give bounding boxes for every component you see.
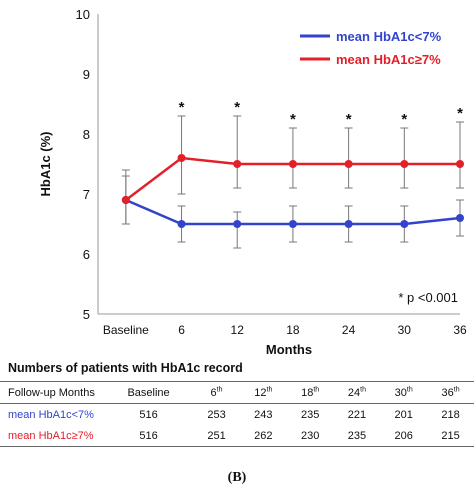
data-point	[344, 220, 353, 228]
significance-mark: *	[401, 111, 407, 128]
y-tick-label: 8	[83, 127, 90, 142]
patient-count-table: Follow-up Months Baseline 6th 12th 18th …	[0, 381, 474, 447]
y-tick-label: 5	[83, 307, 90, 322]
significance-mark: *	[457, 105, 463, 122]
header-col: 24th	[333, 381, 381, 404]
table-cell: 243	[254, 408, 273, 421]
data-point	[177, 154, 186, 162]
y-tick-label: 6	[83, 247, 90, 262]
header-col: Baseline	[104, 381, 194, 404]
data-point	[233, 160, 242, 168]
x-tick-label: 36	[453, 323, 467, 337]
y-tick-label: 9	[83, 67, 90, 82]
data-point	[400, 160, 409, 168]
table-cell: 206	[380, 425, 428, 447]
x-tick-label: 30	[398, 323, 412, 337]
legend-label: mean HbA1c<7%	[336, 29, 442, 44]
legend-label: mean HbA1c≥7%	[336, 52, 441, 67]
table-cell: 235	[300, 408, 320, 421]
header-col: 18th	[286, 381, 334, 404]
header-col: 36th	[427, 381, 474, 404]
header-col: 12th	[239, 381, 287, 404]
table-cell: 516	[104, 425, 194, 447]
table-row: mean HbA1c<7% 516 253 243 235 221 201 21…	[0, 404, 474, 426]
table-cell: 230	[286, 425, 334, 447]
table-title: Numbers of patients with HbA1c record	[8, 361, 243, 375]
header-col: 6th	[193, 381, 240, 404]
table-cell: 201	[394, 408, 413, 421]
y-tick-label: 10	[76, 7, 90, 22]
hba1c-line-chart: 5 6 7 8 9 10 Baseline 6 12 18 24 30 36 HbA1c (%) Month…	[38, 7, 467, 357]
significance-mark: *	[234, 99, 240, 116]
data-point	[288, 220, 297, 228]
data-point	[400, 220, 409, 228]
x-tick-label: Baseline	[103, 323, 149, 337]
x-tick-label: 18	[286, 323, 300, 337]
table-cell: 251	[193, 425, 240, 447]
data-point	[456, 160, 464, 168]
y-tick-label: 7	[83, 187, 90, 202]
table-cell: 262	[239, 425, 287, 447]
data-point	[344, 160, 353, 168]
header-label: Follow-up Months	[0, 381, 104, 404]
table-row: mean HbA1c≥7% 516 251 262 230 235 206 21…	[0, 425, 474, 447]
table-cell: 516	[139, 408, 158, 421]
row-label: mean HbA1c<7%	[8, 408, 94, 421]
x-tick-label: 6	[178, 323, 185, 337]
significance-mark: *	[346, 111, 352, 128]
x-tick-label: 12	[231, 323, 245, 337]
data-point	[177, 220, 186, 228]
significance-mark: *	[179, 99, 185, 116]
table-cell: 253	[207, 408, 226, 421]
annotation: * p <0.001	[398, 290, 458, 305]
table-cell: 215	[427, 425, 474, 447]
data-point	[233, 220, 242, 228]
panel-label: (B)	[227, 470, 247, 485]
y-axis-label: HbA1c (%)	[38, 131, 53, 196]
significance-mark: *	[290, 111, 296, 128]
table-cell: 235	[333, 425, 381, 447]
table-header-row: Follow-up Months Baseline 6th 12th 18th …	[0, 381, 474, 404]
data-point	[456, 214, 464, 222]
row-label: mean HbA1c≥7%	[0, 425, 104, 447]
header-col: 30th	[380, 381, 428, 404]
table-cell: 218	[441, 408, 460, 421]
x-tick-label: 24	[342, 323, 356, 337]
data-point	[288, 160, 297, 168]
x-axis-label: Months	[266, 342, 312, 357]
data-point	[121, 196, 130, 204]
table-cell: 221	[347, 408, 367, 421]
